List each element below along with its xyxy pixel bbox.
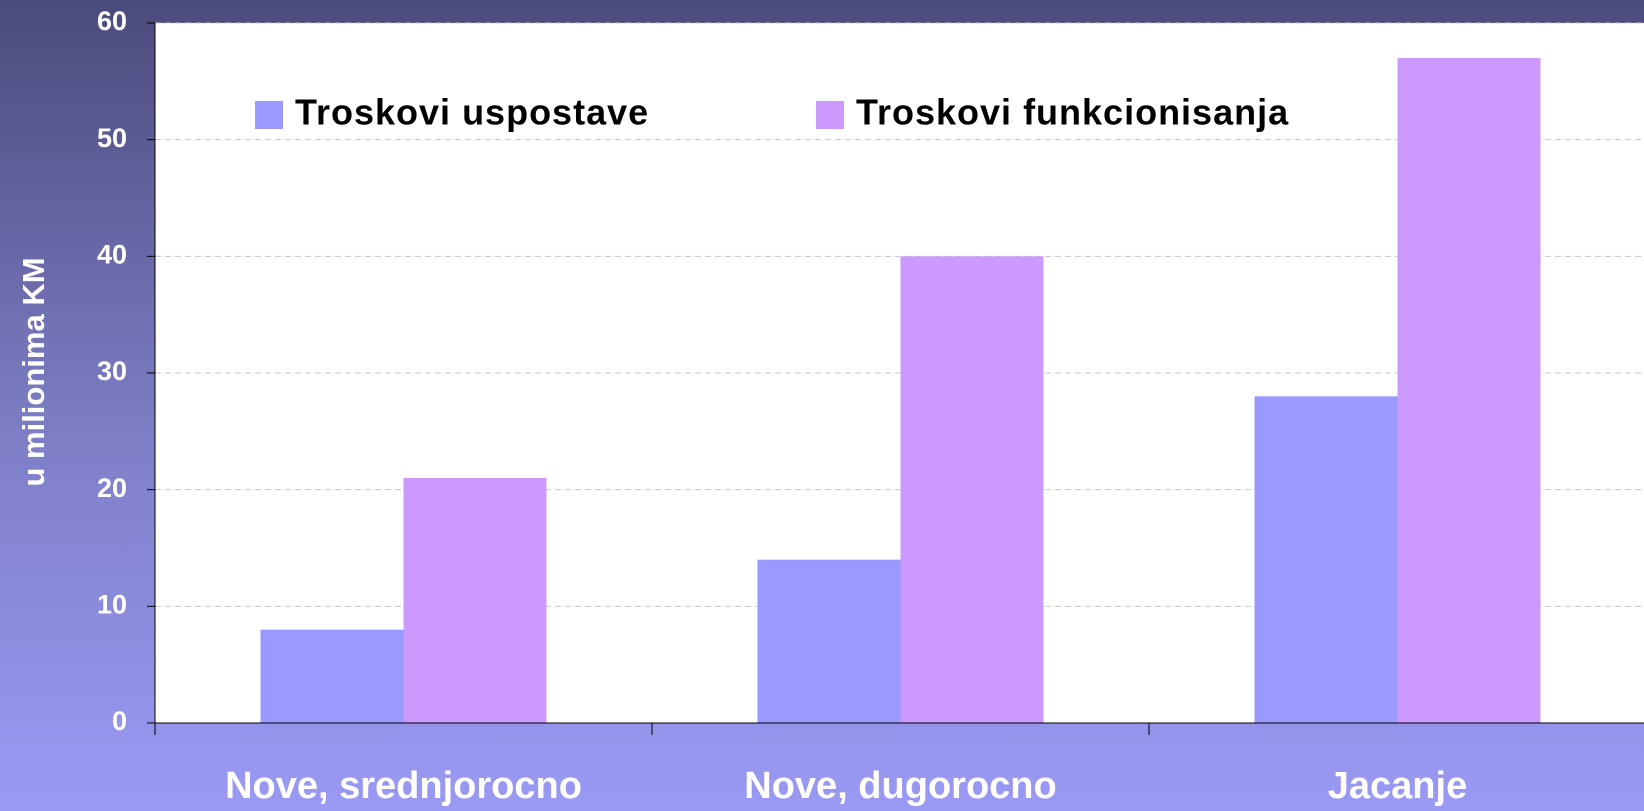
bar xyxy=(757,559,901,723)
y-tick-label: 50 xyxy=(97,123,127,153)
y-tick-label: 60 xyxy=(97,6,127,36)
legend-label: Troskovi funkcionisanja xyxy=(856,92,1289,133)
x-tick-label: Jacanje xyxy=(1328,765,1467,807)
bar xyxy=(1254,396,1398,723)
legend-label: Troskovi uspostave xyxy=(295,92,649,133)
y-tick-label: 10 xyxy=(97,589,127,619)
y-tick-label: 30 xyxy=(97,356,127,386)
y-axis-label: u milionima KM xyxy=(16,257,51,486)
y-tick-label: 20 xyxy=(97,473,127,503)
legend-swatch xyxy=(255,101,283,129)
x-tick-label: Nove, srednjorocno xyxy=(225,765,582,807)
legend-swatch xyxy=(816,101,844,129)
bar xyxy=(260,629,404,723)
bar xyxy=(1397,58,1541,723)
bar xyxy=(900,256,1044,723)
y-tick-label: 40 xyxy=(97,239,127,269)
x-tick-label: Nove, dugorocno xyxy=(744,765,1056,807)
y-tick-label: 0 xyxy=(112,706,127,736)
bar xyxy=(403,478,547,723)
